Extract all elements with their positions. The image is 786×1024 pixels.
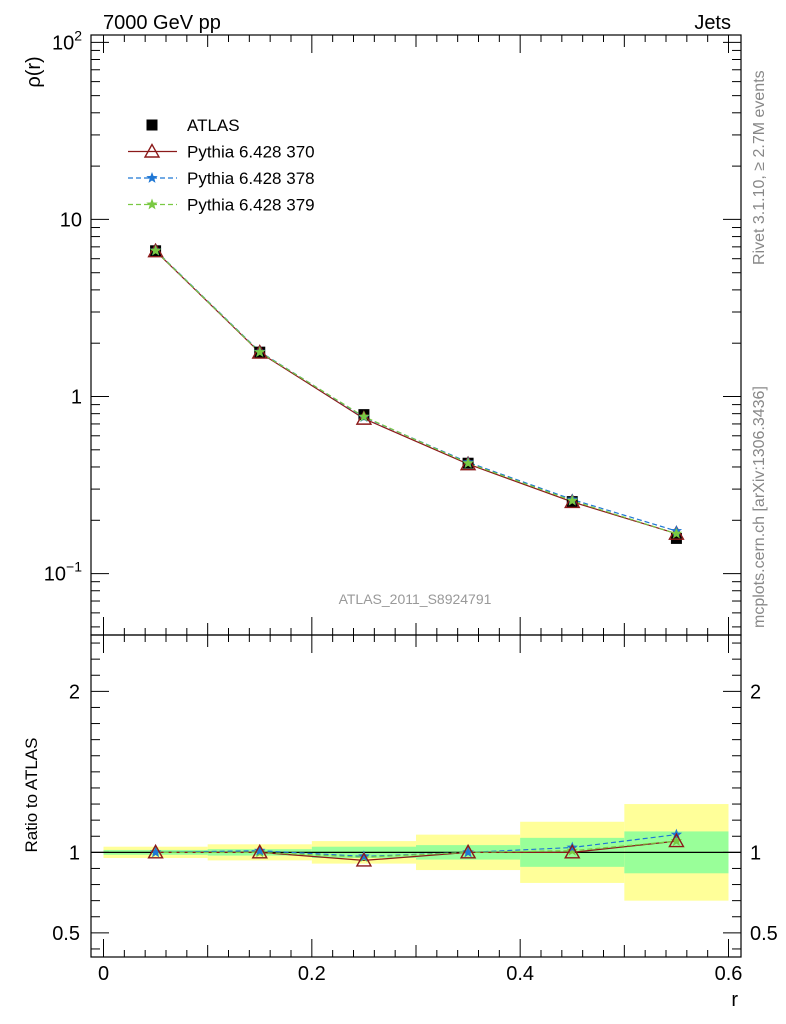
main-y-tick-label: 1: [71, 387, 82, 409]
legend-label-pythia-6-428-370: Pythia 6.428 370: [187, 143, 315, 162]
main-point-pythia-6-428-379: [462, 457, 474, 469]
ratio-line-pythia-6-428-379: [155, 840, 677, 858]
legend-label-pythia-6-428-379: Pythia 6.428 379: [187, 196, 315, 215]
ratio-point-pythia-6-428-378: [149, 846, 162, 858]
ratio-frame: [90, 634, 742, 958]
ratio-point-pythia-6-428-370: [668, 832, 685, 848]
ratio-point-pythia-6-428-379: [670, 835, 683, 846]
main-y-tick-label: 10−1: [44, 559, 82, 586]
legend-marker-atlas: [146, 119, 158, 131]
rivet-label: Rivet 3.1.10, ≥ 2.7M events: [751, 70, 768, 265]
main-series-group: [147, 242, 685, 544]
ratio-series-group: [147, 828, 685, 867]
legend-marker-pythia-6-428-379: [146, 198, 158, 210]
main-y-tick-label: 102: [52, 27, 82, 54]
main-line-pythia-6-428-370: [155, 250, 677, 535]
ratio-point-pythia-6-428-370: [459, 843, 477, 859]
main-point-pythia-6-428-379: [670, 527, 683, 539]
ratio-point-pythia-6-428-379: [566, 844, 578, 856]
legend-label-pythia-6-428-378: Pythia 6.428 378: [187, 169, 315, 188]
main-y-tick-label: 10: [60, 209, 82, 231]
x-tick-label: 0.2: [298, 963, 326, 985]
ratio-y-tick-label-right: 1: [750, 842, 761, 864]
ratio-y-axis-label: Ratio to ATLAS: [22, 738, 41, 853]
ratio-panel: 0.5 0.5 1 1 2 2 0 0.2 0.4 0.6 Ratio to ATLAS r: [22, 634, 778, 1011]
main-y-axis-label: ρ(r): [23, 56, 45, 87]
ratio-point-pythia-6-428-378: [358, 850, 370, 862]
header-right: Jets: [694, 12, 731, 34]
main-point-atlas: [670, 532, 682, 544]
header-left: 7000 GeV pp: [103, 12, 221, 34]
ratio-y-tick-label-left: 1: [69, 842, 80, 864]
ratio-point-pythia-6-428-370: [564, 843, 581, 859]
main-point-pythia-6-428-379: [358, 410, 370, 422]
ratio-point-pythia-6-428-378: [462, 846, 474, 858]
main-line-pythia-6-428-378: [155, 249, 677, 532]
ratio-y-tick-label-right: 2: [750, 681, 761, 703]
legend-marker-pythia-6-428-370: [143, 143, 161, 158]
main-point-pythia-6-428-370: [459, 455, 477, 471]
watermark: ATLAS_2011_S8924791: [339, 591, 492, 607]
x-tick-label: 0.4: [506, 963, 534, 985]
ratio-point-pythia-6-428-378: [566, 841, 578, 853]
main-point-pythia-6-428-370: [564, 493, 581, 509]
ratio-y-tick-label-right: 0.5: [750, 923, 778, 945]
main-panel: 10−1 1 10 102 ATLAS_2011_S8924791 ρ(r) ATLA…: [23, 27, 742, 636]
main-point-pythia-6-428-379: [566, 494, 578, 506]
ratio-line-pythia-6-428-370: [155, 840, 677, 862]
ratio-y-tick-label-left: 2: [69, 681, 80, 703]
main-point-pythia-6-428-379: [254, 346, 266, 357]
ratio-y-tick-label-left: 0.5: [52, 923, 80, 945]
legend: ATLAS Pythia 6.428 370 Pythia 6.428 378 Pyt…: [128, 116, 315, 215]
legend-label-atlas: ATLAS: [187, 116, 240, 135]
main-point-pythia-6-428-370: [355, 410, 373, 425]
x-tick-label: 0: [98, 963, 109, 985]
ratio-point-pythia-6-428-370: [355, 851, 373, 867]
ratio-point-pythia-6-428-370: [147, 843, 164, 859]
ratio-point-pythia-6-428-370: [251, 843, 268, 859]
x-axis-label: r: [731, 989, 738, 1011]
main-line-pythia-6-428-379: [155, 250, 677, 535]
ratio-point-pythia-6-428-378: [254, 844, 266, 856]
x-tick-label: 0.6: [715, 963, 743, 985]
legend-marker-pythia-6-428-378: [146, 172, 158, 183]
main-point-pythia-6-428-379: [149, 244, 162, 256]
mcplots-label: mcplots.cern.ch [arXiv:1306.3436]: [751, 386, 768, 628]
